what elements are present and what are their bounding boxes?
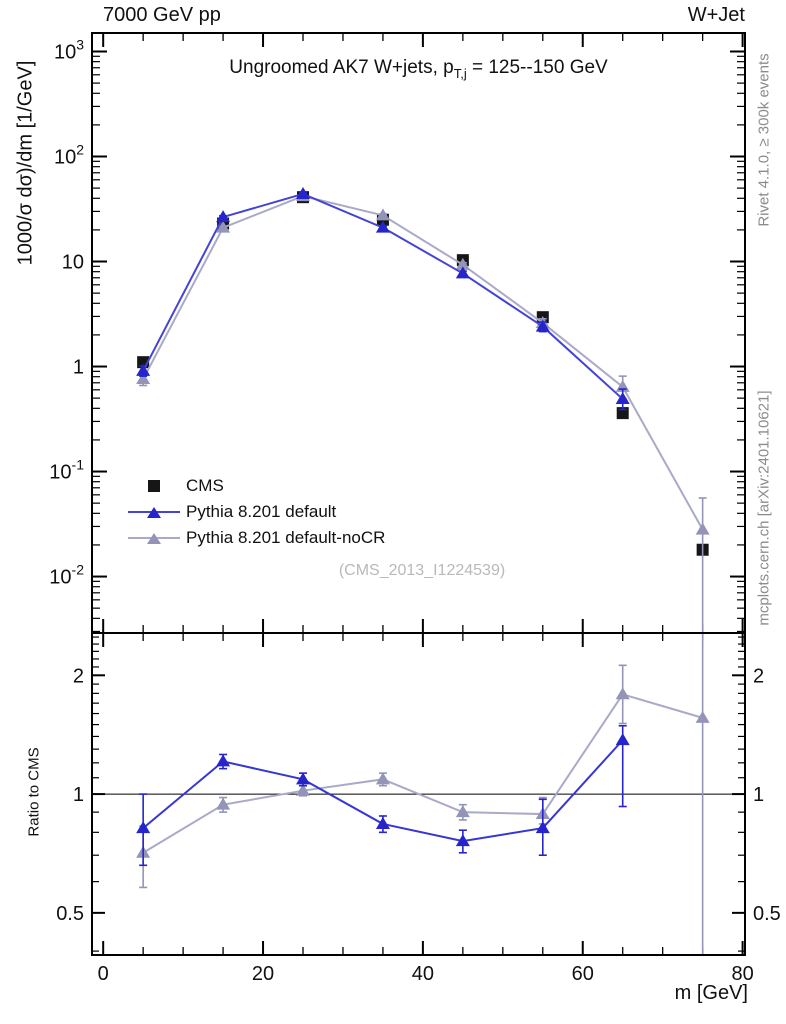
legend-marker-cell — [126, 532, 182, 544]
svg-text:10: 10 — [62, 252, 84, 274]
legend-item-pythia-nocr: Pythia 8.201 default-noCR — [126, 525, 385, 551]
plot-title-prefix: Ungroomed AK7 W+jets, p — [229, 57, 454, 78]
series-pythia-8-201-default — [136, 186, 630, 411]
svg-text:2: 2 — [753, 665, 764, 687]
plot-title-subscript: T,j — [453, 65, 467, 81]
y-axis-label-ratio: Ratio to CMS — [25, 747, 43, 837]
rivet-version-note: Rivet 4.1.0, ≥ 300k events — [755, 53, 773, 227]
plot-title: Ungroomed AK7 W+jets, pT,j = 125--150 Ge… — [92, 57, 745, 81]
series-pythia-8-201-default-nocr — [136, 189, 710, 633]
svg-text:2: 2 — [73, 665, 84, 687]
ratio-panel: 0 20 40 60 80 2 2 1 1 0.5 0.5 — [56, 632, 781, 985]
triangle-marker-icon — [147, 532, 161, 544]
svg-text:1: 1 — [753, 784, 764, 806]
svg-text:80: 80 — [731, 963, 753, 985]
legend-label-cms: CMS — [186, 476, 224, 495]
svg-text:60: 60 — [572, 963, 594, 985]
svg-text:103: 103 — [54, 36, 84, 63]
svg-text:0: 0 — [98, 963, 109, 985]
analysis-id-watermark: (CMS_2013_I1224539) — [338, 562, 506, 579]
plot-title-suffix: = 125--150 GeV — [466, 57, 608, 78]
series-pythia-8-201-default — [136, 724, 630, 867]
legend-label-pythia-default: Pythia 8.201 default — [186, 502, 337, 521]
svg-text:1: 1 — [73, 357, 84, 379]
svg-text:0.5: 0.5 — [753, 903, 781, 925]
triangle-marker-icon — [147, 506, 161, 518]
process-label: W+Jet — [687, 4, 745, 26]
beam-energy-label: 7000 GeV pp — [103, 4, 221, 26]
svg-text:0.5: 0.5 — [56, 903, 84, 925]
svg-text:40: 40 — [412, 963, 434, 985]
legend: CMS Pythia 8.201 default Pythia 8.201 de… — [126, 473, 385, 551]
svg-text:102: 102 — [54, 142, 84, 169]
cms-square-icon — [148, 480, 160, 492]
legend-label-pythia-nocr: Pythia 8.201 default-noCR — [186, 528, 386, 547]
svg-text:1: 1 — [73, 784, 84, 806]
svg-text:10-2: 10-2 — [49, 562, 84, 589]
y-axis-label-main: 1000/σ dσ)/dm [1/GeV] — [14, 60, 37, 266]
ratio-frame — [91, 632, 746, 956]
legend-marker-cell — [126, 506, 182, 518]
legend-marker-cell — [126, 480, 182, 492]
legend-item-pythia-default: Pythia 8.201 default — [126, 499, 385, 525]
legend-item-cms: CMS — [126, 473, 385, 499]
svg-text:10-1: 10-1 — [49, 457, 84, 484]
svg-text:20: 20 — [252, 963, 274, 985]
mcplots-arxiv-note: mcplots.cern.ch [arXiv:2401.10621] — [755, 390, 773, 626]
x-axis-label: m [GeV] — [674, 982, 748, 1004]
